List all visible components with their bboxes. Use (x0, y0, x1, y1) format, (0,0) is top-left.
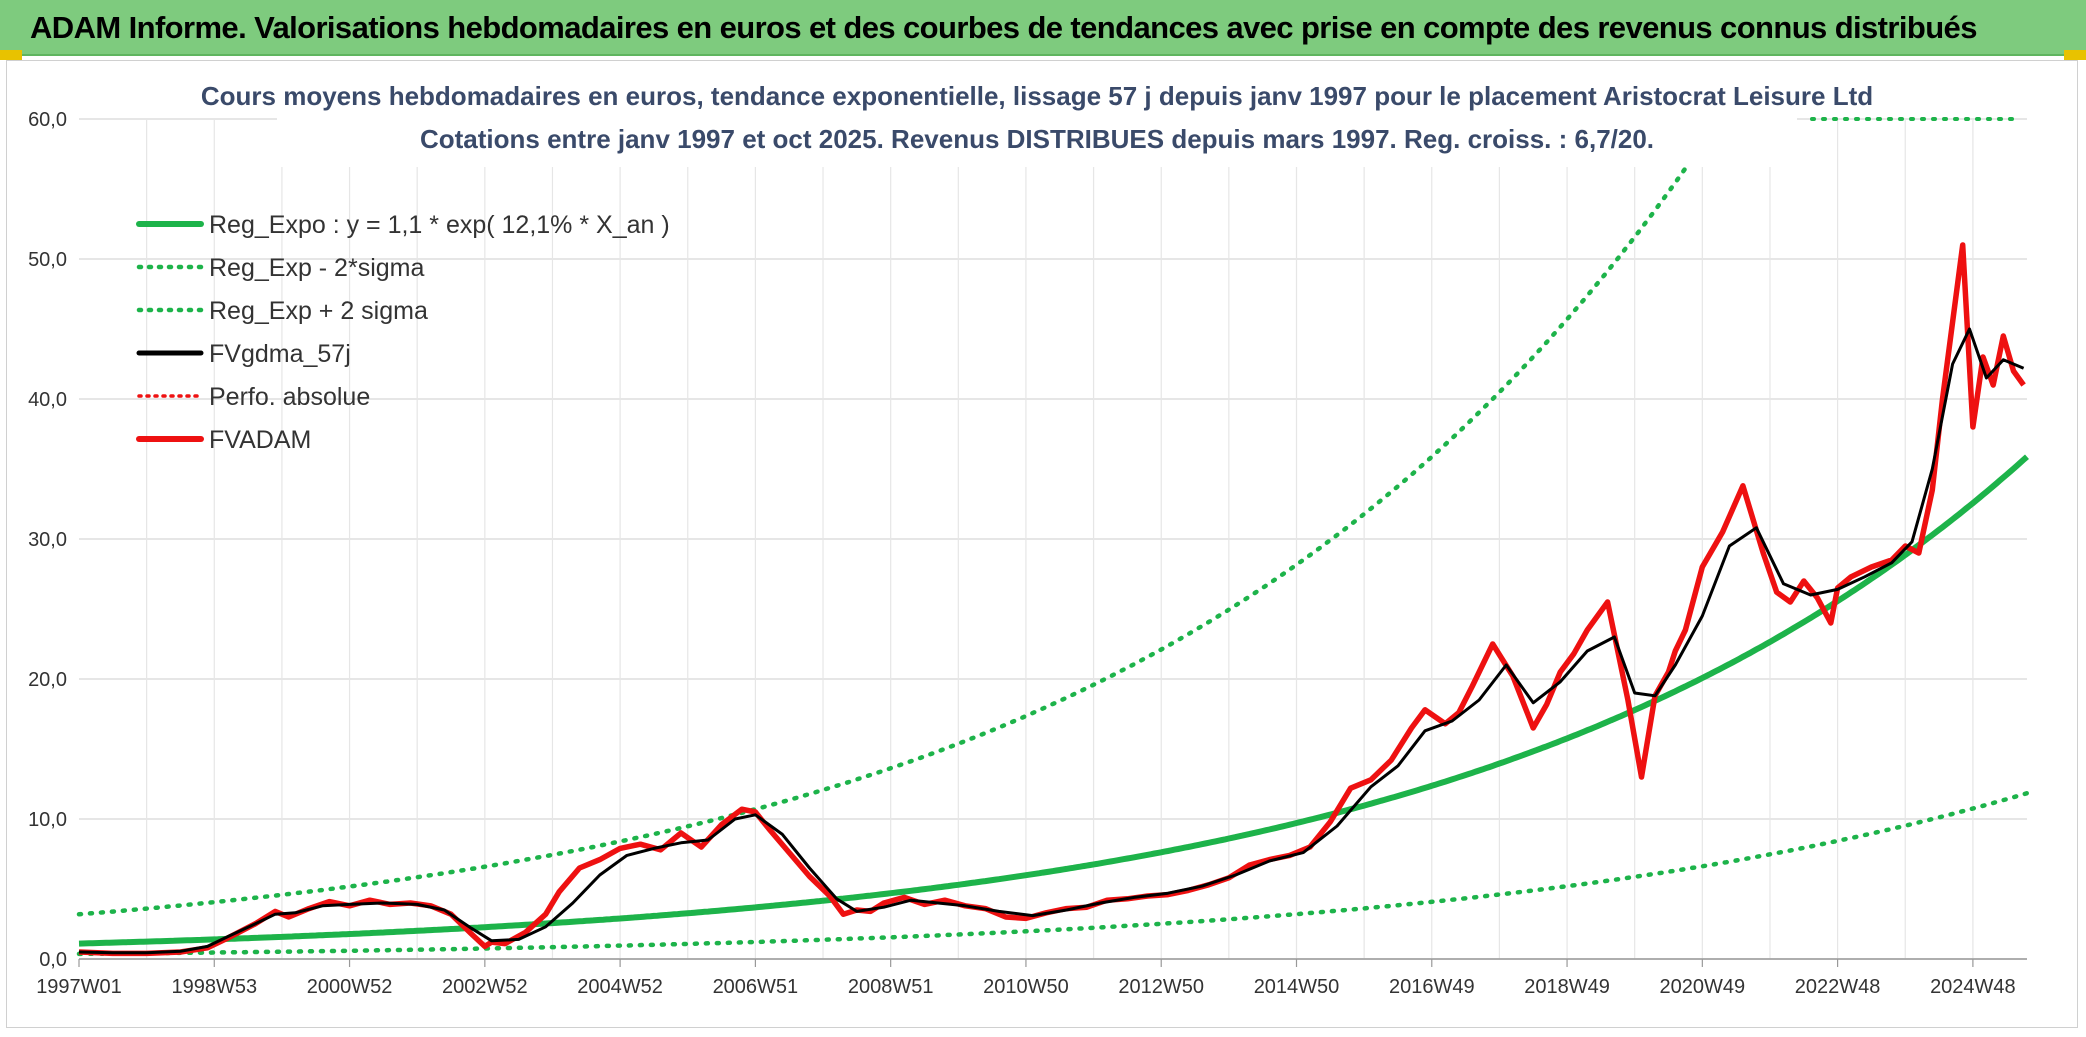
header-corner-left (0, 50, 22, 60)
legend-label-fvgdma: FVgdma_57j (209, 340, 351, 368)
y-tick-label: 50,0 (28, 249, 67, 271)
x-tick-label: 2000W52 (307, 976, 393, 998)
x-tick-label: 2010W50 (983, 976, 1069, 998)
series-fvgdma (78, 327, 2025, 955)
y-tick-label: 10,0 (28, 809, 67, 831)
chart-grid (79, 118, 2027, 960)
x-tick-label: 2006W51 (713, 976, 799, 998)
x-tick-label: 1998W53 (171, 976, 257, 998)
legend-label-reg_expo: Reg_Expo : y = 1,1 * exp( 12,1% * X_an ) (209, 211, 670, 239)
x-tick-label: 2008W51 (848, 976, 934, 998)
chart-svg: 0,0 10,0 20,0 30,0 40,0 50,0 60,0 1997W01 1998W… (28, 75, 2030, 998)
y-tick-label: 20,0 (28, 669, 67, 691)
title-backdrop (277, 75, 1797, 167)
header-bar: ADAM Informe. Valorisations hebdomadaire… (0, 0, 2086, 56)
legend-label-fvadam: FVADAM (209, 426, 311, 454)
legend-label-reg_minus: Reg_Exp - 2*sigma (209, 254, 424, 282)
x-tick-label: 2018W49 (1524, 976, 1610, 998)
x-tick-label: 2012W50 (1118, 976, 1204, 998)
x-tick-label: 2022W48 (1795, 976, 1881, 998)
y-tick-label: 60,0 (28, 109, 67, 131)
series-reg-plus-2sigma (76, 166, 1688, 917)
y-tick-label: 30,0 (28, 529, 67, 551)
chart-legend: Reg_Expo : y = 1,1 * exp( 12,1% * X_an )… (136, 211, 670, 454)
series-perfo-absolue (78, 243, 2025, 955)
x-tick-label: 2004W52 (577, 976, 663, 998)
chart-series (76, 117, 2030, 957)
y-tick-label: 40,0 (28, 389, 67, 411)
x-tick-label: 2016W49 (1389, 976, 1475, 998)
chart-title-line1: Cours moyens hebdomadaires en euros, ten… (201, 81, 1873, 111)
x-tick-label: 2002W52 (442, 976, 528, 998)
header-corner-right (2064, 50, 2086, 60)
page-title: ADAM Informe. Valorisations hebdomadaire… (30, 10, 1977, 45)
chart-frame: 0,0 10,0 20,0 30,0 40,0 50,0 60,0 1997W01 1998W… (6, 60, 2078, 1028)
legend-label-reg_plus: Reg_Exp + 2 sigma (209, 297, 428, 325)
chart-title-line2: Cotations entre janv 1997 et oct 2025. R… (420, 124, 1654, 154)
x-tick-label: 2020W49 (1660, 976, 1746, 998)
series-fvadam (78, 242, 2026, 957)
y-axis-ticks: 0,0 10,0 20,0 30,0 40,0 50,0 60,0 (28, 109, 67, 971)
x-tick-label: 2024W48 (1930, 976, 2016, 998)
y-tick-label: 0,0 (39, 949, 67, 971)
x-tick-label: 1997W01 (36, 976, 122, 998)
series-reg-expo (78, 454, 2029, 947)
x-axis-ticks: 1997W01 1998W53 2000W52 2002W52 2004W52 2006W… (36, 959, 2016, 998)
x-tick-label: 2014W50 (1254, 976, 1340, 998)
legend-label-perfo: Perfo. absolue (209, 383, 370, 411)
series-reg-minus-2sigma (76, 790, 2030, 957)
